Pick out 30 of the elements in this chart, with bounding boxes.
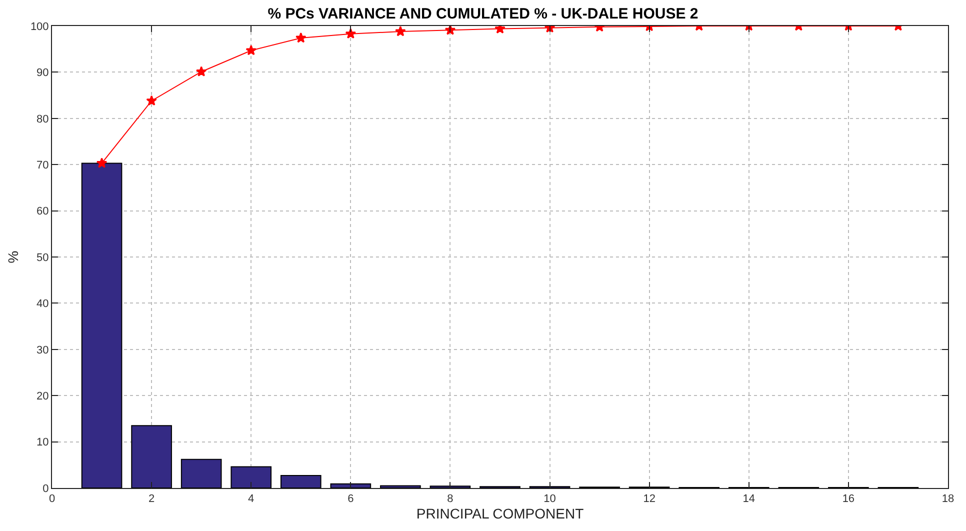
x-axis-title: PRINCIPAL COMPONENT	[416, 506, 584, 522]
y-tick-label: 100	[30, 20, 49, 33]
bar	[280, 475, 322, 488]
y-axis-title: %	[5, 250, 22, 264]
bar	[330, 483, 372, 488]
bar	[380, 485, 421, 488]
x-tick-label: 10	[544, 493, 556, 506]
bar	[81, 162, 122, 488]
y-tick-label: 50	[36, 252, 49, 264]
chart-title: % PCs VARIANCE AND CUMULATED % - UK-DALE HOUSE 2	[268, 5, 698, 22]
y-tick-label: 90	[36, 67, 49, 80]
x-tick-label: 12	[643, 493, 656, 506]
bar	[180, 458, 222, 488]
x-tick-label: 18	[942, 493, 954, 506]
y-tick-label: 60	[36, 206, 49, 218]
x-tick-label: 14	[742, 493, 756, 506]
x-tick-label: 16	[842, 493, 855, 506]
y-tick-label: 10	[36, 436, 49, 449]
y-tick-label: 20	[36, 390, 49, 402]
x-tick-label: 2	[148, 493, 155, 506]
y-tick-label: 70	[36, 159, 49, 172]
y-tick-label: 40	[36, 298, 49, 310]
x-tick-label: 6	[348, 493, 354, 506]
y-tick-label: 0	[42, 482, 49, 495]
bar	[230, 466, 272, 488]
y-tick-label: 30	[36, 344, 49, 356]
bar	[131, 425, 172, 488]
x-tick-label: 8	[447, 493, 454, 506]
y-tick-label: 80	[36, 113, 49, 126]
x-tick-label: 4	[248, 493, 254, 506]
